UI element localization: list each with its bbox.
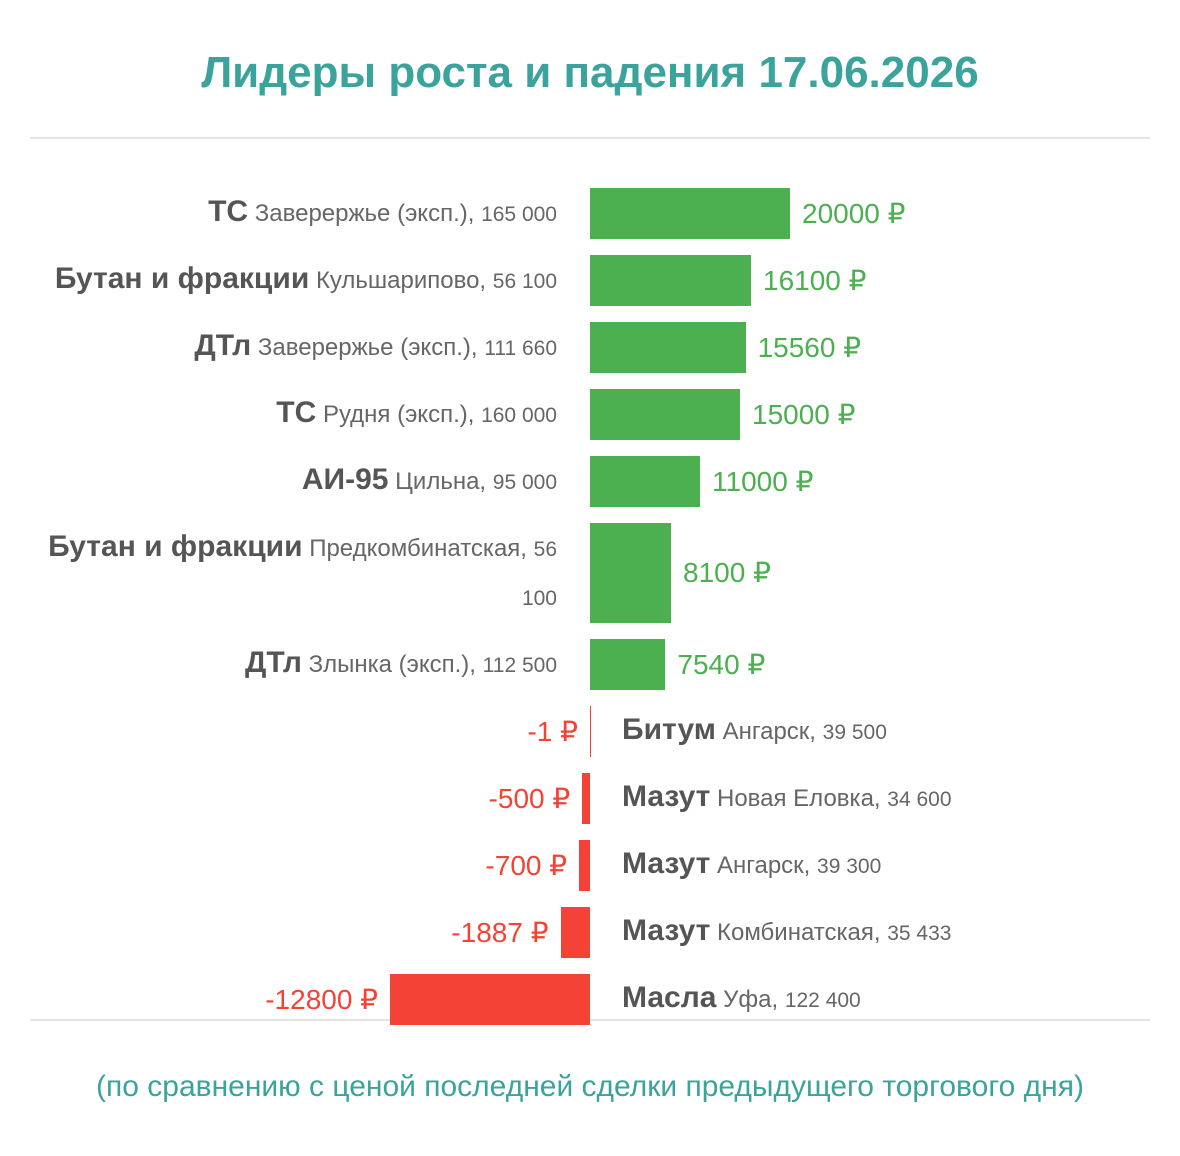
place: Уфа, xyxy=(723,986,779,1013)
product: Битум xyxy=(622,713,716,746)
value-label: 7540 ₽ xyxy=(677,648,766,680)
value-label: 20000 ₽ xyxy=(802,197,906,229)
value-label: -12800 ₽ xyxy=(265,983,378,1015)
bar xyxy=(590,255,751,306)
volume: 56 100 xyxy=(521,538,557,610)
bar xyxy=(579,840,590,891)
volume: 111 660 xyxy=(484,337,557,360)
product: Мазут xyxy=(622,780,711,813)
product: АИ-95 xyxy=(301,463,389,496)
divider xyxy=(30,137,1150,139)
footnote: (по сравнению с ценой последней сделки п… xyxy=(96,1070,1084,1103)
row-label: ТС Рудня (эксп.), 160 000 xyxy=(27,389,557,440)
value-label: 15560 ₽ xyxy=(757,331,862,363)
volume: 34 600 xyxy=(887,788,952,811)
value-label: -700 ₽ xyxy=(485,849,568,881)
row-label: Мазут Ангарск, 39 300 xyxy=(622,840,1162,891)
place: Ангарск, xyxy=(717,852,811,879)
place: Заверержье (эксп.), xyxy=(254,200,475,227)
value-label: -1 ₽ xyxy=(527,715,578,747)
product: Бутан и фракции xyxy=(48,530,303,563)
divider xyxy=(30,1019,1150,1021)
volume: 160 000 xyxy=(481,404,557,427)
place: Комбинатская, xyxy=(717,919,881,946)
place: Рудня (эксп.), xyxy=(322,401,475,428)
bar xyxy=(590,456,700,507)
place: Новая Еловка, xyxy=(717,785,881,812)
product: Масла xyxy=(622,981,717,1014)
volume: 112 500 xyxy=(482,654,557,677)
row-label: Бутан и фракции Предкомбинатская, 56 100 xyxy=(27,523,557,623)
bar xyxy=(590,188,790,239)
row-label: АИ-95 Цильна, 95 000 xyxy=(27,456,557,507)
bar xyxy=(589,706,592,757)
product: Мазут xyxy=(622,847,711,880)
volume: 35 433 xyxy=(887,922,952,945)
product: Бутан и фракции xyxy=(54,262,310,295)
volume: 39 300 xyxy=(817,855,882,878)
row-label: ДТл Злынка (эксп.), 112 500 xyxy=(27,639,557,690)
bar xyxy=(590,389,740,440)
bar xyxy=(590,322,746,373)
product: ДТл xyxy=(245,646,302,679)
bar xyxy=(390,974,590,1025)
chart-title: Лидеры роста и падения 17.06.2026 xyxy=(201,48,979,97)
row-label: ДТл Заверержье (эксп.), 111 660 xyxy=(27,322,557,373)
row-label: Масла Уфа, 122 400 xyxy=(622,974,1162,1025)
row-label: Бутан и фракции Кульшарипово, 56 100 xyxy=(27,255,557,306)
volume: 122 400 xyxy=(784,989,861,1012)
place: Ангарск, xyxy=(722,718,816,745)
place: Цильна, xyxy=(395,468,487,495)
product: ТС xyxy=(276,396,317,429)
place: Предкомбинатская, xyxy=(309,535,527,562)
value-label: 16100 ₽ xyxy=(763,264,867,296)
value-label: 8100 ₽ xyxy=(683,557,771,588)
row-label: Мазут Комбинатская, 35 433 xyxy=(622,907,1162,958)
bar xyxy=(590,639,666,690)
product: ТС xyxy=(208,195,249,228)
value-label: 11000 ₽ xyxy=(712,465,814,497)
bar xyxy=(582,773,590,824)
volume: 56 100 xyxy=(492,270,557,293)
place: Заверержье (эксп.), xyxy=(257,334,478,361)
value-label: -1887 ₽ xyxy=(451,916,549,948)
bar xyxy=(560,907,590,958)
volume: 165 000 xyxy=(481,203,557,226)
row-label: Мазут Новая Еловка, 34 600 xyxy=(622,773,1162,824)
row-label: ТС Заверержье (эксп.), 165 000 xyxy=(27,188,557,239)
product: ДТл xyxy=(194,329,252,362)
place: Кульшарипово, xyxy=(315,267,487,294)
bar xyxy=(590,523,671,623)
place: Злынка (эксп.), xyxy=(308,651,476,678)
product: Мазут xyxy=(622,914,711,947)
value-label: 15000 ₽ xyxy=(752,398,856,430)
value-label: -500 ₽ xyxy=(488,782,571,814)
volume: 95 000 xyxy=(492,471,557,494)
volume: 39 500 xyxy=(822,721,887,744)
row-label: Битум Ангарск, 39 500 xyxy=(622,706,1162,757)
